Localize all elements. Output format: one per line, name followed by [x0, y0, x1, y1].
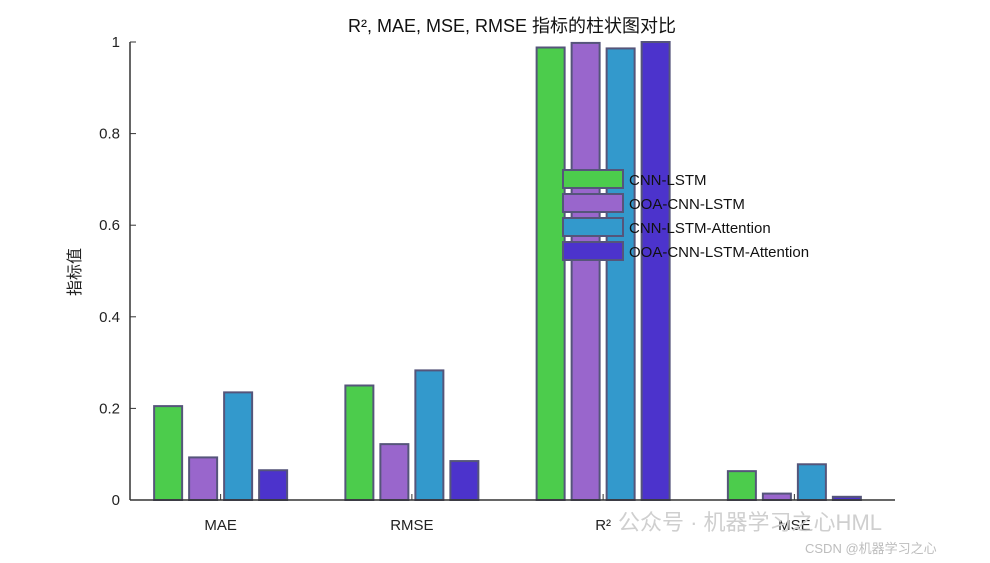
y-tick-label: 1 [112, 34, 120, 51]
legend: CNN-LSTM OOA-CNN-LSTM CNN-LSTM-Attention OO… [562, 169, 809, 261]
legend-label: OOA-CNN-LSTM [629, 196, 745, 213]
x-tick-label: RMSE [390, 517, 433, 534]
bar-cnn-lstm-attention-1 [414, 369, 445, 501]
legend-swatch [562, 217, 624, 237]
bar-ooa-cnn-lstm-2 [570, 41, 601, 502]
bar-cnn-lstm-0 [153, 405, 184, 501]
bars-layer [153, 41, 862, 502]
chart-title: R², MAE, MSE, RMSE 指标的柱状图对比 [348, 16, 676, 36]
y-tick-label: 0.6 [99, 217, 120, 234]
watermark-text: 公众号 · 机器学习之心HML [618, 510, 882, 535]
x-tick-label: R² [595, 517, 611, 534]
watermark-csdn: CSDN @机器学习之心 [805, 541, 937, 556]
bar-cnn-lstm-attention-0 [223, 391, 254, 501]
bar-ooa-cnn-lstm-attention-2 [640, 41, 671, 501]
bar-cnn-lstm-3 [726, 470, 757, 501]
legend-label: OOA-CNN-LSTM-Attention [629, 244, 809, 261]
axes-layer: MAE RMSE R² MSE 0 0.2 0.4 0.6 0.8 1 [99, 34, 895, 534]
legend-swatch [562, 241, 624, 261]
legend-label: CNN-LSTM-Attention [629, 220, 771, 237]
y-tick-label: 0.4 [99, 309, 120, 326]
bar-cnn-lstm-attention-3 [796, 463, 827, 501]
legend-label: CNN-LSTM [629, 172, 707, 189]
y-tick-label: 0.2 [99, 400, 120, 417]
legend-swatch [562, 169, 624, 189]
y-axis-label: 指标值 [66, 248, 84, 296]
bar-ooa-cnn-lstm-attention-0 [258, 469, 289, 502]
legend-swatch [562, 193, 624, 213]
bar-ooa-cnn-lstm-3 [761, 492, 792, 502]
bar-cnn-lstm-2 [535, 46, 566, 501]
y-tick-label: 0 [112, 492, 120, 509]
y-tick-label: 0.8 [99, 126, 120, 143]
bar-cnn-lstm-1 [344, 384, 375, 501]
x-tick-label: MSE [778, 517, 811, 534]
x-tick-label: MAE [204, 517, 237, 534]
bar-ooa-cnn-lstm-1 [379, 443, 410, 501]
bar-ooa-cnn-lstm-attention-1 [449, 460, 480, 502]
bar-cnn-lstm-attention-2 [605, 47, 636, 502]
bar-ooa-cnn-lstm-0 [188, 456, 219, 502]
